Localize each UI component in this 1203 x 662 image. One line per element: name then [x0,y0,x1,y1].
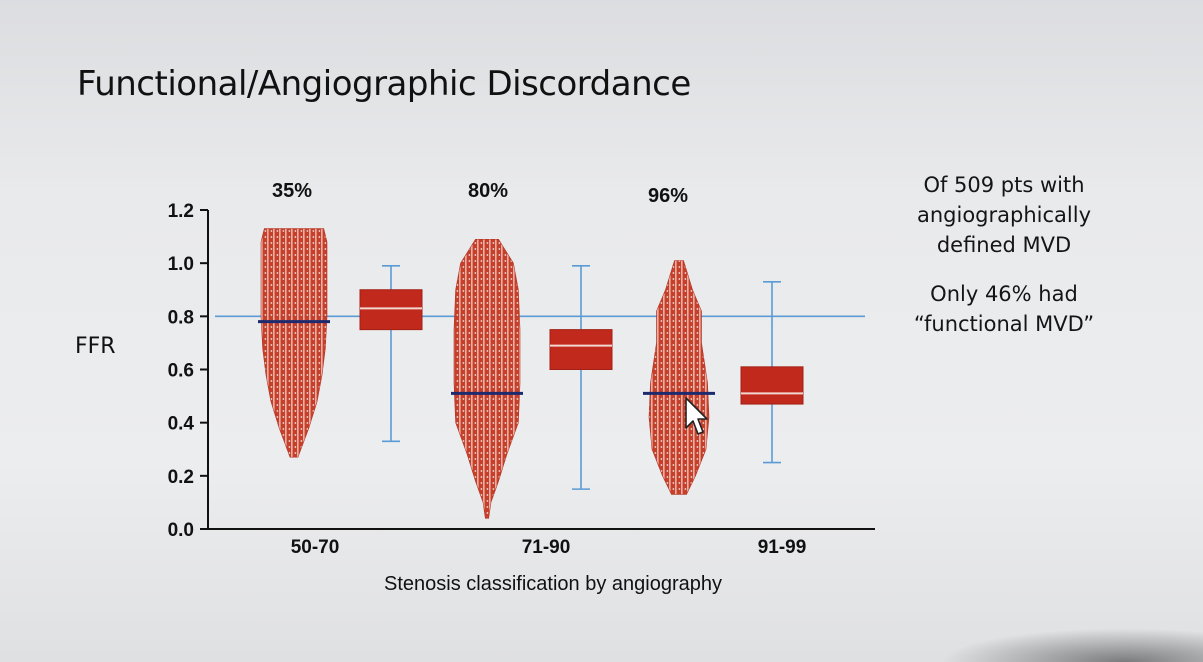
box-iqr [359,289,423,331]
box-iqr [740,366,804,405]
scatter-cloud [648,260,710,495]
x-tick-label: 50-70 [291,537,340,558]
mouse-pointer-icon [685,397,708,435]
note-line: Of 509 pts with [923,173,1085,197]
y-tick-label: 0.6 [168,361,194,382]
percent-label: 80% [468,180,508,202]
scatter-cloud [453,238,521,519]
note-line: “functional MVD” [913,312,1095,336]
box-iqr [549,329,613,370]
y-tick-label: 1.0 [168,254,194,275]
note-line: Only 46% had [930,282,1078,306]
note-mvd-count: Of 509 pts with angiographically defined… [886,170,1122,260]
y-tick-label: 0.4 [168,414,195,435]
x-tick-label: 91-99 [758,537,807,558]
y-tick-label: 0.2 [168,467,194,488]
x-axis-label: Stenosis classification by angiography [384,573,722,595]
y-axis-label: FFR [75,334,116,359]
note-line: defined MVD [936,233,1072,257]
note-line: angiographically [916,203,1091,227]
note-functional-mvd: Only 46% had “functional MVD” [886,279,1122,339]
percent-label: 35% [272,180,312,202]
projector-shadow [940,628,1203,662]
y-tick-label: 0.8 [168,307,194,328]
percent-label: 96% [648,185,688,207]
y-tick-label: 0.0 [168,520,194,541]
x-tick-label: 71-90 [522,537,571,558]
slide-title: Functional/Angiographic Discordance [77,64,691,104]
y-tick-label: 1.2 [168,201,194,222]
scatter-cloud [260,228,328,458]
